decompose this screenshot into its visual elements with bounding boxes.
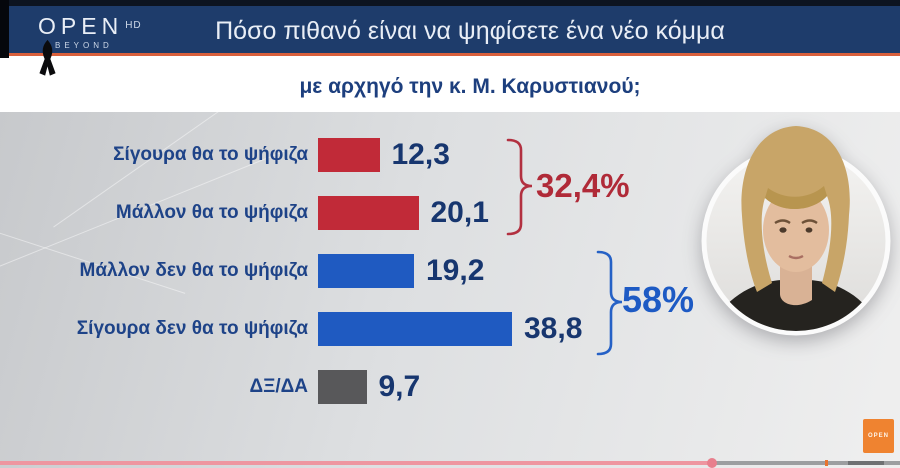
group-total-would-vote: 32,4%	[536, 167, 630, 204]
frame-left-edge	[0, 0, 9, 58]
chart-row: Μάλλον θα το ψήφιζα 20,1	[0, 184, 640, 242]
group-total-would-not-vote: 58%	[622, 279, 695, 320]
mourning-ribbon-icon	[36, 39, 59, 82]
station-watermark: OPEN	[863, 419, 894, 453]
poll-question-subtitle: με αρχηγό την κ. Μ. Καρυστιανού;	[299, 75, 641, 98]
portrait-karystianou	[696, 120, 896, 340]
bar	[318, 138, 380, 172]
subtitle-band: με αρχηγό την κ. Μ. Καρυστιανού;	[0, 59, 900, 112]
bar-value: 19,2	[426, 254, 485, 287]
video-playhead[interactable]	[707, 458, 717, 468]
chart-row: Μάλλον δεν θα το ψήφιζα 19,2	[0, 242, 640, 300]
chart-row: ΔΞ/ΔΑ 9,7	[0, 358, 640, 416]
channel-logo-sub: BEYOND	[55, 41, 113, 50]
channel-logo: OPEN HD BEYOND	[38, 13, 142, 50]
poll-question-title: Πόσο πιθανό είναι να ψηφίσετε ένα νέο κό…	[215, 17, 725, 45]
bar-value: 9,7	[378, 370, 421, 403]
bar-value: 12,3	[391, 138, 450, 171]
video-progress-fill	[0, 461, 712, 465]
header-bar	[9, 6, 900, 56]
chart-row: Σίγουρα δεν θα το ψήφιζα 38,8	[0, 300, 640, 358]
bar	[318, 312, 512, 346]
video-progress-segment	[848, 461, 884, 465]
chart-rows: Σίγουρα θα το ψήφιζα 12,3 Μάλλον θα το ψήφ…	[0, 126, 640, 416]
group-bracket-red	[506, 138, 542, 241]
bar-value: 38,8	[524, 312, 583, 345]
channel-logo-hd: HD	[125, 20, 142, 31]
row-label: ΔΞ/ΔΑ	[249, 376, 308, 397]
station-watermark-text: OPEN	[867, 433, 889, 439]
video-progress-marker	[825, 460, 828, 466]
row-label: Μάλλον δεν θα το ψήφιζα	[79, 260, 308, 281]
group-bracket-blue	[596, 250, 632, 361]
bar	[318, 196, 419, 230]
row-label: Μάλλον θα το ψήφιζα	[115, 202, 308, 223]
frame-top-edge	[0, 0, 900, 6]
bar	[318, 254, 414, 288]
video-progress-bar[interactable]	[0, 458, 900, 468]
bar-value: 20,1	[430, 196, 489, 229]
chart-row: Σίγουρα θα το ψήφιζα 12,3	[0, 126, 640, 184]
row-label: Σίγουρα θα το ψήφιζα	[113, 144, 308, 165]
bar	[318, 370, 367, 404]
channel-logo-text: OPEN	[38, 13, 124, 39]
row-label: Σίγουρα δεν θα το ψήφιζα	[76, 318, 308, 339]
